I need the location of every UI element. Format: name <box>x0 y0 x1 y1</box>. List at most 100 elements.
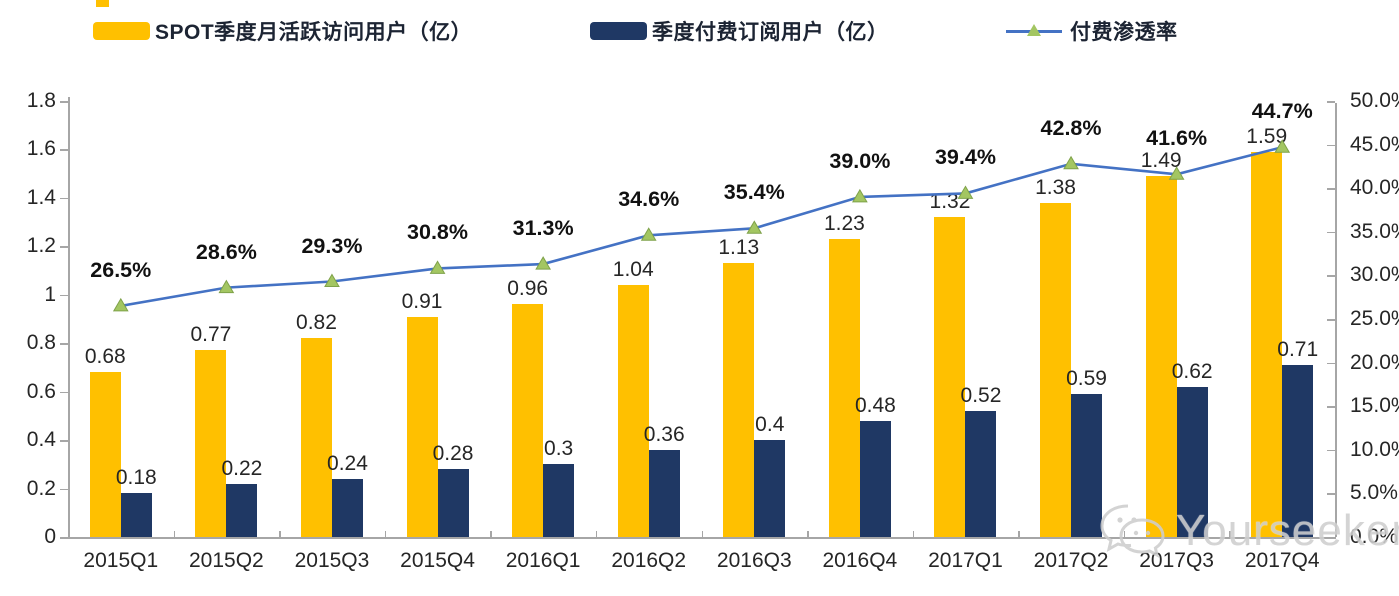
right-axis-tick <box>1327 101 1335 103</box>
bar-paid <box>1071 394 1103 537</box>
right-axis-tick <box>1327 144 1335 147</box>
x-axis-tick <box>807 531 809 537</box>
x-axis-tick <box>1229 531 1231 537</box>
mau-legend-label: SPOT季度月活跃访问用户（亿） <box>155 21 473 44</box>
bar-paid <box>754 440 786 537</box>
paid-value-label: 0.4 <box>755 413 785 437</box>
right-axis-tick <box>1327 449 1335 452</box>
mau-value-label: 1.23 <box>823 212 865 236</box>
watermark-text: Yourseeker <box>1176 506 1399 555</box>
penetration-pct-label: 26.5% <box>90 257 152 282</box>
right-axis-tick-label: 10.0% <box>1350 437 1399 461</box>
penetration-legend-label: 付费渗透率 <box>1070 21 1178 44</box>
right-axis-tick <box>1327 275 1335 277</box>
paid-value-label: 0.71 <box>1277 338 1319 362</box>
line-marker-legend-icon <box>1006 22 1062 40</box>
penetration-pct-label: 34.6% <box>618 187 680 212</box>
x-axis-tick <box>701 531 703 537</box>
left-axis-tick-label: 0.6 <box>26 379 56 403</box>
triangle-marker <box>852 188 868 203</box>
paid-value-label: 0.62 <box>1171 359 1213 383</box>
x-axis-tick <box>1123 531 1126 537</box>
left-axis-tick-label: 1.8 <box>26 89 56 112</box>
mau-legend-swatch <box>93 22 150 40</box>
legend-item-paid: 季度付费订阅用户（亿） <box>590 18 889 44</box>
x-axis-category-label: 2017Q2 <box>1033 549 1109 572</box>
bar-paid <box>543 464 575 537</box>
wechat-icon <box>1100 504 1165 558</box>
paid-value-label: 0.36 <box>643 422 685 446</box>
x-axis-tick <box>595 531 598 537</box>
mau-value-label: 1.38 <box>1035 175 1076 199</box>
x-axis-category-label: 2015Q3 <box>294 549 370 572</box>
left-axis-tick <box>60 149 68 151</box>
mau-value-label: 0.96 <box>507 277 549 301</box>
triangle-marker <box>535 256 551 270</box>
penetration-pct-label: 31.3% <box>512 216 574 241</box>
bar-mau <box>406 316 438 537</box>
x-axis-category-label: 2016Q1 <box>505 549 581 572</box>
right-axis-tick-label: 5.0% <box>1350 481 1398 505</box>
penetration-pct-label: 30.8% <box>407 220 469 245</box>
triangle-marker <box>218 279 235 294</box>
bar-mau <box>723 263 755 537</box>
x-axis-category-label: 2015Q1 <box>83 549 159 572</box>
right-axis-tick-label: 25.0% <box>1350 307 1399 330</box>
right-axis-tick <box>1327 231 1335 234</box>
x-axis-line <box>68 537 1336 539</box>
right-axis-tick-label: 45.0% <box>1350 132 1399 156</box>
watermark: Yourseeker <box>1098 500 1399 562</box>
mau-value-label: 0.77 <box>190 323 232 347</box>
right-axis-tick-label: 15.0% <box>1350 394 1399 418</box>
paid-value-label: 0.48 <box>854 393 896 417</box>
paid-value-label: 0.22 <box>221 456 263 480</box>
penetration-pct-label: 39.0% <box>829 148 891 173</box>
paid-value-label: 0.24 <box>327 451 368 475</box>
triangle-marker <box>324 273 340 288</box>
x-axis-category-label: 2016Q2 <box>611 549 687 572</box>
x-axis-tick <box>490 531 492 537</box>
right-axis-tick-label: 20.0% <box>1350 350 1399 374</box>
bar-mau <box>617 285 649 537</box>
bar-paid <box>331 478 363 537</box>
bar-mau <box>828 239 860 537</box>
right-axis-tick-label: 30.0% <box>1350 263 1399 287</box>
penetration-pct-label: 44.7% <box>1251 99 1313 124</box>
x-axis-tick <box>279 531 281 537</box>
left-axis-tick <box>60 391 68 394</box>
mau-value-label: 0.82 <box>296 311 337 335</box>
right-axis-tick <box>1327 493 1335 495</box>
left-axis-tick-label: 0.8 <box>26 331 56 355</box>
right-axis-tick-label: 0.0% <box>1350 525 1398 548</box>
left-axis-tick <box>60 246 68 248</box>
bar-mau <box>89 372 121 537</box>
legend-item-mau: SPOT季度月活跃访问用户（亿） <box>93 18 472 44</box>
bar-paid <box>648 449 680 537</box>
bar-paid <box>437 469 469 537</box>
left-axis-tick-label: 1.6 <box>26 137 56 161</box>
paid-legend-label: 季度付费订阅用户（亿） <box>652 21 889 44</box>
bar-mau <box>934 217 966 537</box>
mau-value-label: 0.68 <box>84 345 126 369</box>
mau-value-label: 1.13 <box>718 236 760 260</box>
left-axis-tick-label: 1.4 <box>26 185 56 209</box>
left-axis-tick-label: 1 <box>44 282 56 306</box>
legend-item-penetration: 付费渗透率 <box>1006 18 1178 44</box>
right-axis-tick-label: 50.0% <box>1350 89 1399 112</box>
x-axis-category-label: 2017Q1 <box>928 549 1003 572</box>
x-axis-tick <box>384 531 387 537</box>
paid-legend-swatch <box>590 22 647 40</box>
bar-mau <box>512 304 544 537</box>
triangle-marker <box>746 220 763 234</box>
bar-paid <box>1176 386 1208 537</box>
mau-value-label: 1.04 <box>612 258 654 282</box>
penetration-pct-label: 29.3% <box>301 233 363 258</box>
mau-value-label: 0.91 <box>401 289 443 313</box>
penetration-pct-label: 42.8% <box>1040 115 1102 140</box>
left-axis-tick-label: 1.2 <box>26 234 56 258</box>
triangle-marker <box>1063 155 1079 170</box>
paid-value-label: 0.18 <box>115 466 157 490</box>
bar-mau <box>195 350 227 537</box>
left-axis-tick <box>60 440 68 442</box>
